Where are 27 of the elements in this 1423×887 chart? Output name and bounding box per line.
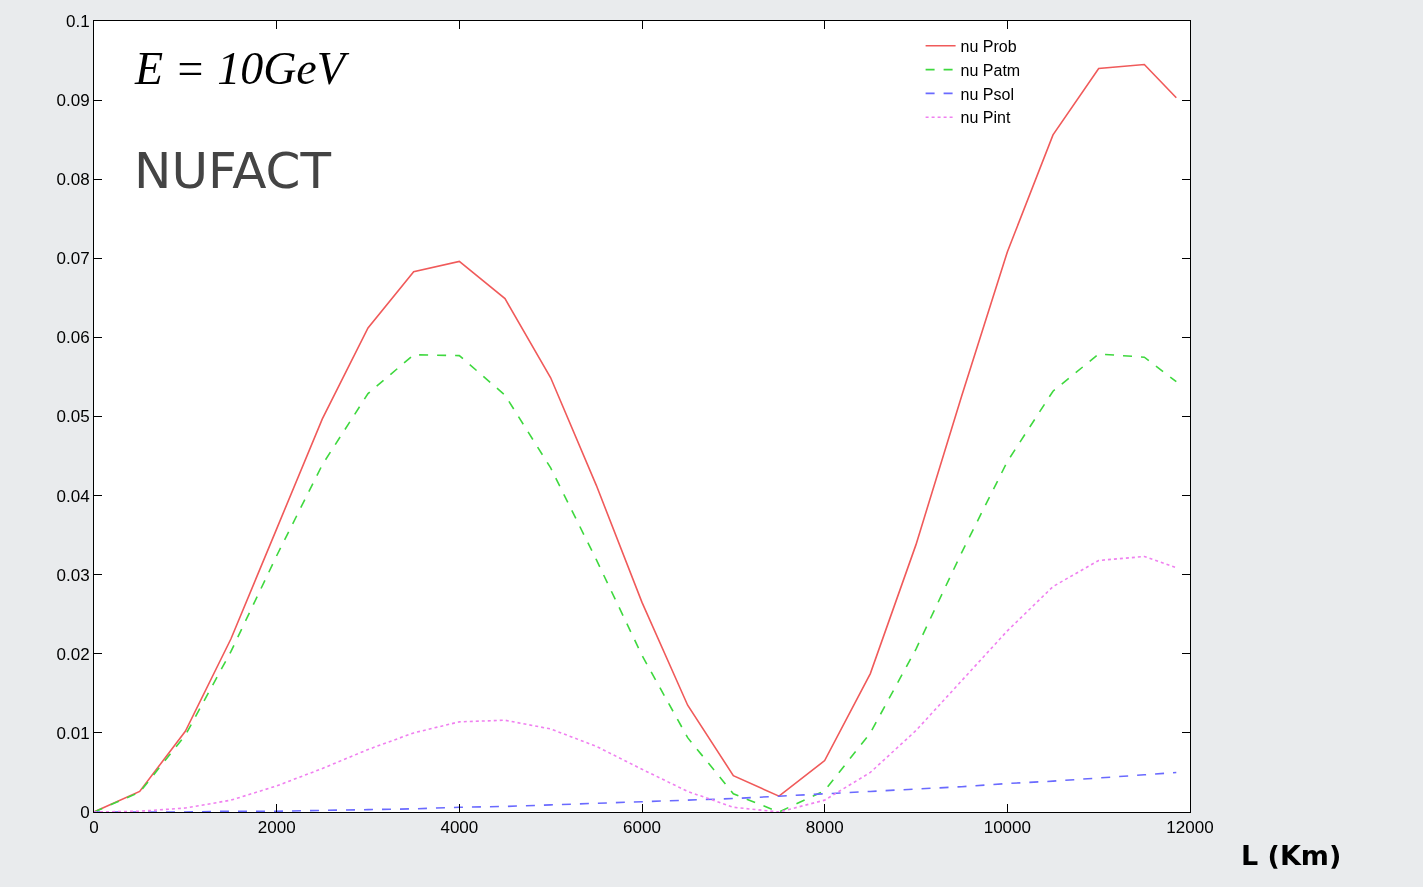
y-tick-label: 0.1 [65,11,90,31]
x-axis-title: L (Km) [1241,840,1342,871]
y-tick-label: 0.02 [56,644,90,664]
x-tick-label: 12000 [1166,818,1214,838]
y-tick-label: 0.01 [56,723,90,743]
line-series [94,353,1178,812]
x-tick-label: 10000 [983,818,1031,838]
y-tick-label: 0.09 [56,91,90,111]
x-tick-label: 2000 [257,818,296,838]
legend-label: nu Patm [960,61,1021,79]
y-tick-label: 0.03 [56,565,90,585]
y-tick-label: 0.07 [56,249,90,269]
line-series [94,771,1178,812]
x-tick-label: 6000 [623,818,661,838]
y-tick-label: 0.06 [56,328,90,348]
y-tick-label: 0 [80,802,90,822]
legend-label: nu Pint [960,109,1011,127]
y-tick-label: 0.08 [56,170,90,190]
line-series [94,555,1178,812]
legend-label: nu Prob [960,38,1017,56]
y-tick-label: 0.04 [56,486,90,506]
legend-label: nu Psol [960,85,1014,103]
annotation: E = 10GeV [134,43,350,94]
y-tick-label: 0.05 [56,407,90,427]
x-tick-label: 4000 [440,818,479,838]
annotation: NUFACT [134,142,332,200]
x-tick-label: 8000 [805,818,844,838]
